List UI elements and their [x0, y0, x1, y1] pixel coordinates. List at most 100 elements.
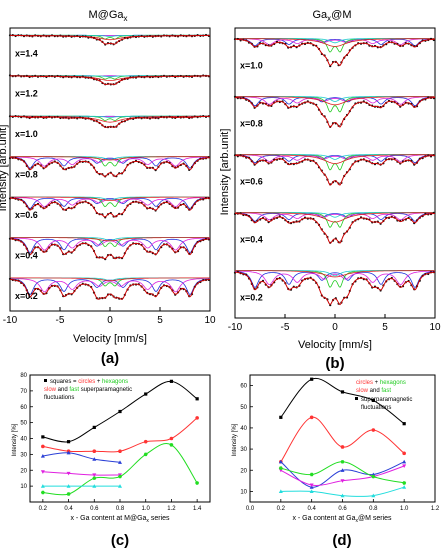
spectrum: x=0.4: [233, 211, 436, 245]
data-point: [118, 484, 122, 488]
x-tick-label: 10: [204, 315, 216, 326]
sextet-blue-curve: [234, 271, 436, 289]
data-point: [402, 422, 406, 426]
data-point: [40, 453, 45, 458]
panel-c-axes: 0.2 0.4 0.6 0.8 1.0 1.2 1.4 10 20 30 40 50 60 70 80: [20, 373, 202, 512]
x-tick-label: 0: [332, 322, 338, 333]
data-point: [278, 466, 283, 470]
x-tick-label: -5: [56, 315, 65, 326]
y-tick-label: 60: [240, 384, 247, 390]
data-point: [279, 415, 283, 419]
data-point: [118, 449, 122, 454]
panel-b-title: Gax@M: [312, 9, 351, 23]
data-point: [92, 425, 96, 429]
x-tick-label: 5: [157, 315, 163, 326]
panel-a-x-ticks: -10 -5 0 5 10: [3, 307, 216, 326]
y-tick-label: 40: [240, 426, 247, 432]
series: [278, 464, 407, 488]
x-tick-label: 1.4: [193, 506, 202, 512]
spectrum-label: x=1.4: [15, 48, 38, 58]
panel-c-legend-line-2: slow and fast superparamagnetic: [44, 387, 132, 393]
panel-c-y-label: Intensity [%]: [12, 423, 18, 456]
data-point: [309, 489, 314, 494]
singlet-cyan-curve: [235, 270, 435, 277]
spectrum-label: x=0.2: [15, 291, 38, 301]
series: [40, 470, 122, 478]
data-point: [66, 440, 71, 444]
panel-b-x-ticks: -10 -5 0 5 10: [228, 314, 441, 333]
panel-a-spectra: x=1.4 x=1.2 x=1.0 x=0.8 x=0.6 x=0.4 x=0.2: [8, 33, 211, 301]
panel-a-title: M@Gax: [88, 9, 127, 23]
data-point: [371, 474, 376, 479]
x-tick-label: 0.4: [64, 506, 73, 512]
panel-b: Gax@M x=1.0 x=0.8 x=0.6 x=0.4 x=0.2 -10 -5 0 5 1…: [219, 9, 441, 372]
series-curve: [42, 452, 121, 463]
series-curve: [42, 471, 121, 476]
sextet-magenta-curve: [235, 154, 435, 162]
panel-c-letter: (c): [111, 532, 129, 549]
spectrum-label: x=0.6: [15, 210, 38, 220]
x-tick-label: 0.6: [90, 506, 99, 512]
sextet-blue-curve: [235, 96, 435, 107]
x-tick-label: 0.8: [116, 506, 125, 512]
x-tick-label: 0.6: [338, 506, 347, 512]
legend-square-marker: [44, 379, 47, 382]
sextet-blue-curve: [234, 154, 436, 164]
broad-red-curve: [235, 96, 435, 106]
panel-c-legend-line-1: squares = circles + hexagons: [50, 379, 128, 385]
sextet-magenta-curve: [9, 277, 211, 293]
singlet-cyan-curve: [235, 96, 435, 102]
data-point: [92, 473, 97, 478]
data-point: [309, 472, 314, 477]
data-point: [40, 490, 45, 495]
x-tick-label: 1.0: [400, 506, 409, 512]
y-tick-label: 30: [20, 452, 27, 458]
x-tick-label: 0: [107, 315, 113, 326]
data-point: [340, 493, 345, 498]
series: [41, 416, 199, 454]
panel-c-plot: [40, 379, 200, 496]
data-point: [118, 460, 122, 464]
x-tick-label: 1.2: [167, 506, 176, 512]
spectrum: x=0.2: [8, 277, 211, 301]
panel-c-legend: squares = circles + hexagons slow and fa…: [44, 379, 132, 401]
data-point: [92, 484, 97, 488]
panel-a-letter: (a): [101, 350, 119, 367]
fit-curve: [235, 154, 435, 186]
panel-c-legend-line-3: fluctuations: [44, 395, 74, 401]
fit-curve: [235, 38, 435, 66]
panel-d-legend-line-1: circles + hexagons: [356, 380, 406, 386]
spectrum-label: x=1.0: [15, 129, 38, 139]
data-point: [92, 457, 97, 461]
broad-red-curve: [10, 115, 210, 123]
panel-d-axes: 0.0 0.2 0.4 0.6 0.8 1.0 1.2 10 20 30 40 50 60: [240, 384, 440, 512]
sextet-blue-curve: [9, 197, 211, 209]
x-tick-label: 1.2: [431, 506, 440, 512]
data-point: [402, 481, 407, 485]
sextet-blue-curve: [234, 212, 436, 222]
fit-curve: [10, 115, 210, 128]
data-point: [66, 450, 71, 455]
spectrum: x=0.8: [8, 156, 211, 180]
panel-d-frame: [249, 374, 436, 503]
y-tick-label: 40: [20, 437, 27, 443]
x-tick-label: 10: [429, 322, 441, 333]
spectrum-label: x=0.2: [240, 293, 263, 303]
spectrum: x=0.8: [233, 95, 435, 129]
data-point: [118, 409, 122, 414]
panel-b-y-label: Intensity [arb.unit]: [219, 129, 231, 216]
fit-curve: [234, 271, 436, 306]
data-point: [371, 398, 375, 402]
x-tick-label: 0.4: [307, 506, 316, 512]
sextet-magenta-curve: [10, 156, 210, 167]
panel-b-spectra: x=1.0 x=0.8 x=0.6 x=0.4 x=0.2: [233, 37, 436, 307]
panel-d-legend-line-2: slow and fast: [356, 388, 391, 394]
y-tick-label: 10: [240, 489, 247, 495]
data-point: [310, 377, 314, 381]
sextet-magenta-curve: [235, 96, 435, 105]
doublet-green-curve: [235, 154, 435, 171]
fit-curve: [235, 97, 435, 128]
spectrum-label: x=1.2: [15, 89, 38, 99]
spectrum: x=0.4: [8, 237, 211, 260]
